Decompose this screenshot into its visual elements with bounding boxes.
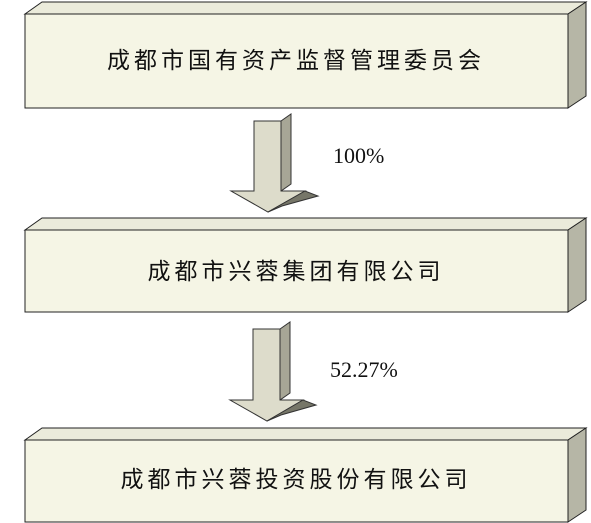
entity-box-xingrong-group: 成都市兴蓉集团有限公司	[23, 217, 588, 313]
entity-label-sasac: 成都市国有资产监督管理委员会	[107, 48, 485, 74]
entity-label-xingrong-group: 成都市兴蓉集团有限公司	[148, 259, 445, 285]
share-label-1: 100%	[333, 143, 384, 168]
ownership-arrow-1-bottom	[267, 190, 320, 213]
entity-box-xingrong-investment-front	[24, 439, 569, 523]
entity-box-xingrong-investment-side	[567, 427, 587, 523]
ownership-arrow-1	[229, 113, 320, 213]
entity-box-sasac-top	[23, 1, 588, 15]
ownership-arrow-2	[228, 321, 318, 422]
entity-box-xingrong-group-front	[24, 229, 569, 313]
share-label-2: 52.27%	[330, 357, 398, 382]
entity-box-sasac-front	[24, 13, 569, 109]
entity-box-xingrong-investment-top	[23, 427, 588, 441]
ownership-arrow-1-side	[280, 113, 292, 192]
entity-box-sasac-side	[567, 1, 587, 109]
entity-label-xingrong-investment: 成都市兴蓉投资股份有限公司	[121, 467, 472, 493]
ownership-arrow-2-bottom	[266, 399, 318, 422]
entity-box-sasac: 成都市国有资产监督管理委员会	[23, 1, 588, 109]
ownership-arrow-2-side	[279, 321, 291, 401]
entity-box-xingrong-group-side	[567, 217, 587, 313]
entity-box-xingrong-investment: 成都市兴蓉投资股份有限公司	[23, 427, 588, 523]
entity-box-xingrong-group-top	[23, 217, 588, 231]
